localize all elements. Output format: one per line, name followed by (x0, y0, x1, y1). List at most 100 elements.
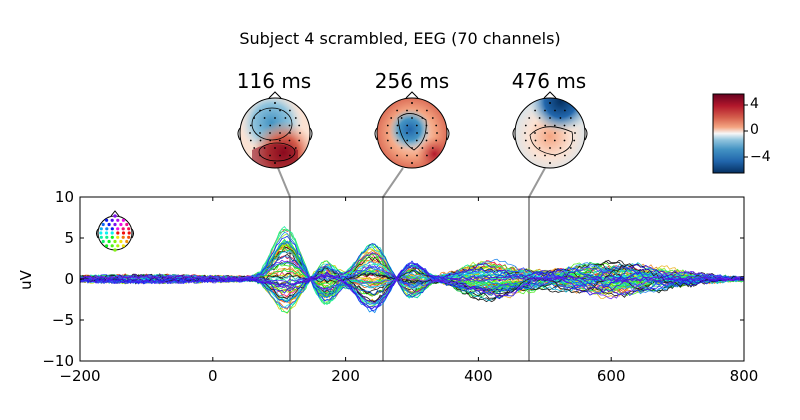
sensor-dot (259, 132, 261, 134)
x-tick-label: −200 (59, 367, 100, 385)
sensor-dot (544, 132, 546, 134)
sensor-dot (426, 154, 428, 157)
channel-trace (79, 262, 745, 308)
sensor-dot (127, 227, 131, 231)
sensor-dot (269, 124, 272, 127)
sensor-dot (105, 227, 109, 231)
sensor-dot (415, 124, 418, 127)
sensor-dot (105, 244, 109, 248)
sensor-dot (121, 227, 125, 231)
sensor-dot (564, 154, 566, 157)
sensor-dot (121, 244, 125, 248)
y-tick-label: 0 (64, 270, 74, 288)
channel-trace (79, 263, 745, 299)
sensor-dot (279, 109, 281, 112)
sensor-dot (116, 227, 120, 231)
sensor-dot (274, 162, 276, 164)
sensor-dot (99, 235, 103, 239)
sensor-dot (390, 147, 393, 149)
sensor-dot (121, 231, 126, 235)
sensor-dot (99, 231, 103, 235)
topomap-2 (374, 91, 450, 169)
sensor-dot (278, 139, 281, 142)
sensor-dot (113, 248, 117, 252)
sensor-dot (113, 222, 117, 227)
sensor-dot (269, 139, 272, 142)
sensor-dot (411, 147, 413, 149)
sensor-dot (279, 132, 281, 134)
sensor-dot (249, 139, 252, 142)
channel-trace (79, 259, 745, 300)
sensor-dot (274, 102, 276, 104)
colorbar-tick-top: 4 (750, 96, 759, 112)
topomap-label-1: 116 ms (236, 69, 312, 93)
sensor-dot (299, 132, 301, 134)
sensor-dot (288, 139, 291, 142)
sensor-dot (421, 117, 424, 119)
sensor-dot (524, 124, 527, 127)
channel-trace (79, 263, 745, 304)
sensor-dot (259, 139, 262, 142)
sensor-dot (121, 218, 125, 222)
sensor-dot (259, 124, 262, 127)
topomap-label-3: 476 ms (511, 69, 587, 93)
sensor-dot (431, 117, 434, 119)
sensor-dot (107, 239, 111, 244)
sensor-dot (110, 235, 114, 239)
sensor-dot (289, 109, 291, 112)
sensor-dot (425, 139, 428, 142)
sensor-dot (559, 117, 562, 119)
sensor-dot (386, 139, 389, 142)
sensor-dot (104, 231, 109, 235)
sensor-dot (435, 139, 438, 142)
sensor-dot (125, 239, 129, 244)
sensor-dot (298, 139, 301, 142)
sensor-dot (119, 222, 123, 227)
sensor-dot (99, 227, 103, 231)
sensor-dot (263, 117, 266, 119)
sensor-dot (263, 147, 266, 149)
sensor-dot (110, 227, 114, 231)
sensor-dot (569, 147, 572, 149)
sensor-dot (528, 147, 531, 149)
sensor-dot (415, 139, 418, 142)
sensor-dot (386, 132, 388, 134)
sensor-dot (524, 132, 526, 134)
sensor-dot (411, 102, 413, 104)
sensor-dot (294, 147, 297, 149)
sensor-dot (559, 147, 562, 149)
x-tick-label: 400 (464, 367, 493, 385)
sensor-dot (416, 154, 418, 157)
sensor-dot (121, 235, 125, 239)
sensor-dot (549, 162, 551, 164)
sensor-dot (431, 147, 434, 149)
sensor-dot (544, 139, 547, 142)
sensor-dot (553, 124, 556, 127)
sensor-dot (569, 117, 572, 119)
sensor-dot (411, 162, 413, 164)
topomap-1 (237, 91, 313, 169)
sensor-dot (288, 124, 291, 127)
sensor-dot (549, 117, 551, 119)
sensor-dot (110, 231, 114, 235)
sensor-dot (544, 124, 547, 127)
sensor-dot (396, 109, 398, 112)
sensor-dot (416, 109, 418, 112)
sensor-dot (406, 154, 408, 157)
sensor-dot (259, 109, 261, 112)
sensor-dot (573, 124, 576, 127)
sensor-dot (127, 235, 131, 239)
channel-traces (79, 226, 745, 314)
sensor-dot (396, 139, 399, 142)
topomap-label-2: 256 ms (374, 69, 450, 93)
sensor-dot (105, 235, 109, 239)
sensor-dot (544, 109, 546, 112)
sensor-dot (284, 117, 287, 119)
colorbar (712, 93, 748, 174)
sensor-dot (125, 222, 129, 227)
butterfly-plot: −200 0 200 400 600 800 10 5 0 −5 −10 uV (17, 188, 758, 385)
sensor-dot (110, 244, 114, 248)
sensor-dot (116, 235, 120, 239)
sensor-dot (524, 139, 527, 142)
sensor-dot (298, 124, 301, 127)
